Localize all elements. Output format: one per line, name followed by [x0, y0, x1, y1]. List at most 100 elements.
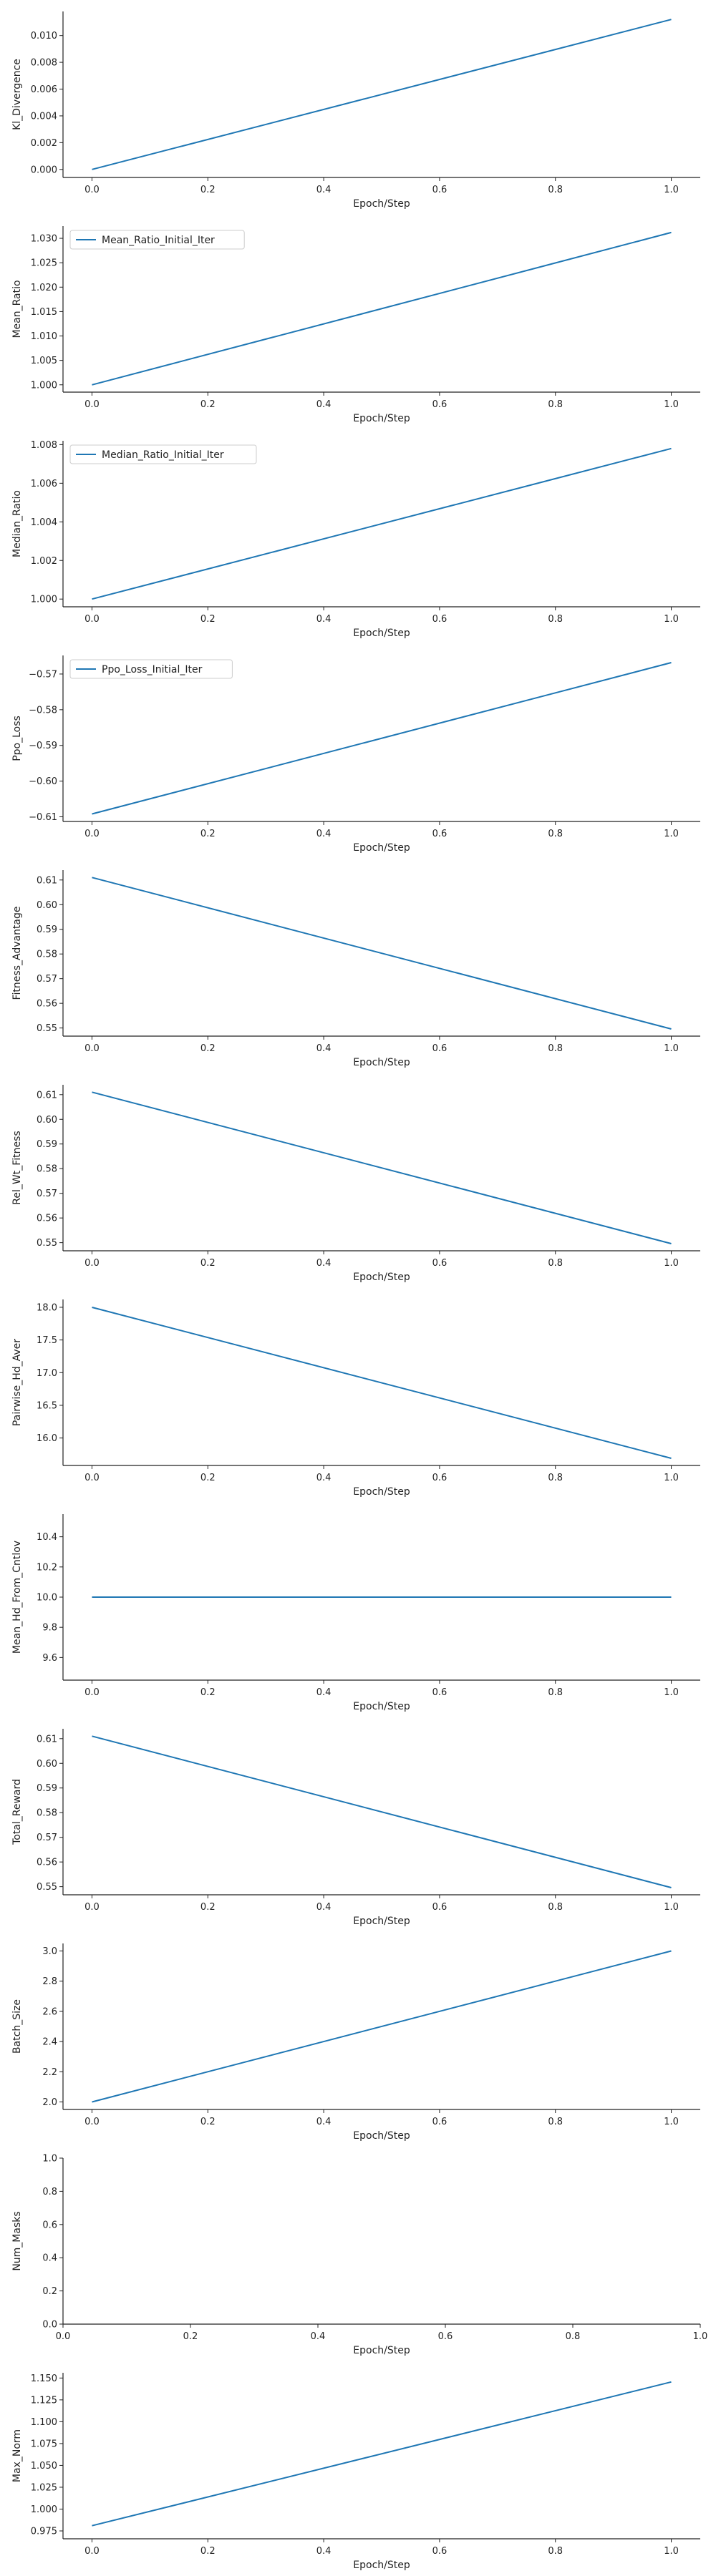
y-tick-label: 0.60: [37, 1759, 57, 1770]
y-tick-label: 0.2: [42, 2286, 57, 2297]
chart-panel-9: 0.55 0.56 0.57 0.58 0.59 0.60 0.61 0.0 0.2 0.4 0.6…: [11, 1729, 700, 1927]
series-line: [92, 1091, 672, 1244]
x-tick-label: 1.0: [664, 1043, 679, 1054]
y-tick-label: 18.0: [37, 1302, 57, 1313]
x-tick-label: 0.6: [432, 1473, 448, 1483]
x-tick-label: 0.0: [84, 1258, 100, 1269]
x-tick-label: 0.4: [311, 2331, 326, 2342]
series-line: [92, 19, 672, 170]
y-axis-label: Mean_Hd_From_Cntlov: [11, 1541, 23, 1654]
x-tick-label: 0.0: [84, 829, 100, 839]
x-tick-label: 0.2: [200, 185, 216, 195]
y-tick-label: 1.015: [31, 307, 57, 318]
x-tick-label: 1.0: [664, 829, 679, 839]
y-tick-label: 0.56: [37, 1214, 57, 1224]
y-tick-label: 0.002: [31, 138, 57, 149]
y-tick-label: 16.0: [37, 1433, 57, 1444]
y-tick-label: 0.60: [37, 1115, 57, 1126]
y-tick-label: 10.0: [37, 1593, 57, 1604]
x-axis-label: Epoch/Step: [353, 1486, 410, 1498]
x-tick-label: 0.4: [316, 1687, 332, 1698]
y-axis-label: Ppo_Loss: [11, 716, 23, 761]
x-tick-label: 0.2: [200, 1902, 216, 1913]
y-tick-label: 1.050: [31, 2461, 57, 2472]
series-line: [92, 2381, 672, 2527]
x-tick-label: 1.0: [664, 2117, 679, 2127]
x-tick-label: 1.0: [664, 1687, 679, 1698]
y-tick-label: 0.58: [37, 950, 57, 960]
y-tick-label: 0.55: [37, 1023, 57, 1034]
x-tick-label: 0.6: [432, 2546, 448, 2557]
x-tick-label: 1.0: [664, 2546, 679, 2557]
x-tick-label: 0.4: [316, 399, 332, 410]
y-tick-label: 0.55: [37, 1882, 57, 1893]
y-tick-label: 17.0: [37, 1368, 57, 1379]
y-tick-label: 0.60: [37, 900, 57, 911]
y-tick-label: 0.59: [37, 1783, 57, 1794]
y-tick-label: 0.57: [37, 1833, 57, 1843]
chart-panel-12: 0.975 1.000 1.025 1.050 1.075 1.100 1.125 1.150…: [11, 2373, 700, 2571]
x-tick-label: 0.8: [548, 1473, 563, 1483]
y-tick-label: 0.006: [31, 84, 57, 95]
y-tick-label: −0.58: [29, 705, 57, 716]
y-tick-label: 1.004: [31, 517, 57, 528]
x-tick-label: 0.4: [316, 1043, 332, 1054]
chart-panel-3: 1.000 1.002 1.004 1.006 1.008 0.0 0.2 0.4 0.6 0.8…: [11, 440, 700, 639]
x-tick-label: 0.2: [183, 2331, 198, 2342]
y-tick-label: 0.8: [42, 2187, 57, 2197]
y-tick-label: 0.61: [37, 1090, 57, 1101]
y-axis-label: Batch_Size: [11, 1999, 23, 2054]
y-tick-label: 0.61: [37, 1734, 57, 1745]
x-tick-label: 0.2: [200, 399, 216, 410]
y-tick-label: 1.008: [31, 440, 57, 451]
y-tick-label: 0.57: [37, 1189, 57, 1199]
series-line: [92, 1950, 672, 2103]
series-line: [92, 1735, 672, 1888]
legend: Median_Ratio_Initial_Iter: [69, 444, 257, 464]
x-tick-label: 0.2: [200, 1473, 216, 1483]
x-tick-label: 0.4: [316, 829, 332, 839]
legend-label: Ppo_Loss_Initial_Iter: [102, 664, 203, 675]
y-tick-label: 0.008: [31, 58, 57, 69]
x-axis-label: Epoch/Step: [353, 1701, 410, 1712]
y-tick-label: 1.100: [31, 2417, 57, 2428]
y-tick-label: 0.58: [37, 1808, 57, 1819]
legend-box: [69, 444, 257, 464]
y-tick-label: 1.150: [31, 2373, 57, 2384]
y-tick-label: 0.975: [31, 2527, 57, 2537]
x-axis-label: Epoch/Step: [353, 842, 410, 854]
y-tick-label: −0.59: [29, 741, 57, 751]
y-axis-label: Rel_Wt_Fitness: [11, 1131, 23, 1204]
y-axis-label: Fitness_Advantage: [11, 906, 23, 1000]
x-tick-label: 0.0: [84, 399, 100, 410]
legend: Ppo_Loss_Initial_Iter: [69, 659, 233, 679]
y-tick-label: 1.000: [31, 2504, 57, 2515]
x-tick-label: 0.0: [84, 614, 100, 625]
x-tick-label: 0.8: [548, 1043, 563, 1054]
y-tick-label: 1.006: [31, 479, 57, 489]
x-tick-label: 0.6: [432, 1258, 448, 1269]
x-tick-label: 1.0: [664, 1473, 679, 1483]
y-tick-label: 1.000: [31, 380, 57, 391]
x-tick-label: 0.8: [548, 2117, 563, 2127]
y-tick-label: 2.0: [42, 2097, 57, 2108]
x-tick-label: 0.0: [84, 1687, 100, 1698]
y-tick-label: 2.8: [42, 1976, 57, 1987]
x-axis-label: Epoch/Step: [353, 2130, 410, 2142]
y-axis-label: Total_Reward: [11, 1779, 23, 1845]
y-tick-label: 1.002: [31, 556, 57, 567]
x-tick-label: 0.8: [548, 2546, 563, 2557]
y-tick-label: 1.010: [31, 331, 57, 342]
y-tick-label: 0.59: [37, 924, 57, 935]
y-tick-label: 1.125: [31, 2395, 57, 2406]
x-tick-label: 0.0: [56, 2331, 71, 2342]
y-axis-label: Max_Norm: [11, 2429, 23, 2482]
x-tick-label: 0.0: [84, 185, 100, 195]
y-axis-label: Num_Masks: [11, 2211, 23, 2270]
y-tick-label: 3.0: [42, 1946, 57, 1957]
legend-box: [69, 230, 245, 250]
x-axis-label: Epoch/Step: [353, 628, 410, 639]
x-tick-label: 0.2: [200, 1043, 216, 1054]
x-tick-label: 0.0: [84, 1043, 100, 1054]
